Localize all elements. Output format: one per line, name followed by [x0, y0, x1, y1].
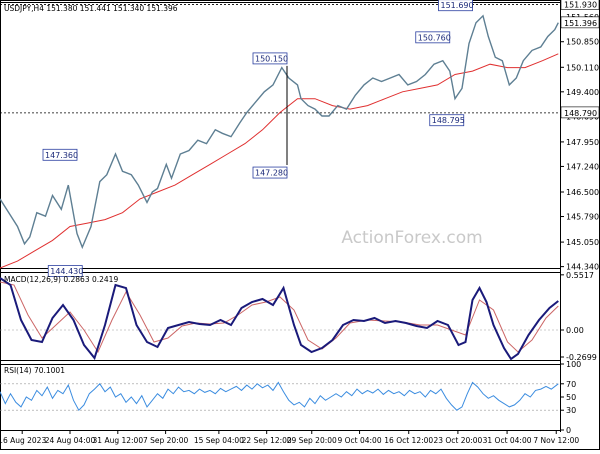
price-ytick-label-2: 150.110 [566, 63, 599, 72]
price-ytick-label-7: 146.500 [566, 188, 599, 197]
macd-ytick-label-2: -0.2699 [566, 353, 597, 362]
annotation-box-1 [252, 166, 288, 179]
annotation-box-0 [252, 52, 288, 65]
price-ytick-label-8: 145.790 [566, 213, 599, 222]
rsi-ytick-label-4: 0 [566, 426, 571, 435]
rsi-line [0, 381, 559, 412]
x-tick-label-4: 15 Sep 04:00 [194, 436, 244, 445]
macd-label: MACD(12,26,9) 0.2863 0.2419 [4, 275, 118, 284]
x-tick-label-1: 24 Aug 04:00 [45, 436, 96, 445]
hline-label-box-1 [560, 106, 600, 119]
price-ytick-label-6: 147.240 [566, 162, 599, 171]
rsi-ytick-label-2: 50 [566, 393, 576, 402]
annotation-box-4 [415, 31, 451, 44]
annotation-label-5: 151.690 [441, 1, 474, 10]
macd-line [0, 277, 559, 361]
annotation-box-5 [438, 0, 473, 12]
annotation-label-2: 147.360 [45, 151, 78, 160]
moving-average-line [0, 53, 559, 269]
x-tick-label-11: 7 Nov 12:00 [533, 436, 579, 445]
current-price-box [560, 16, 600, 29]
price-series-line [0, 14, 559, 250]
annotation-box-6 [429, 114, 465, 127]
annotation-box-2 [42, 148, 78, 161]
rsi-label: RSI(14) 70.1001 [4, 366, 65, 375]
x-tick-label-10: 31 Oct 04:00 [483, 436, 532, 445]
current-price-label: 151.396 [564, 19, 597, 28]
macd-signal-line [0, 281, 559, 354]
price-ytick-label-5: 147.950 [566, 138, 599, 147]
x-tick-label-9: 23 Oct 20:00 [433, 436, 482, 445]
x-tick-label-7: 9 Oct 04:00 [337, 436, 381, 445]
rsi-ytick-label-0: 100 [566, 360, 581, 369]
annotation-label-6: 148.795 [432, 116, 465, 125]
annotation-label-0: 150.150 [255, 54, 288, 63]
chart-header: USDJPY,H4 151.380 151.441 151.340 151.39… [4, 4, 178, 13]
macd-ytick-label-0: 0.5517 [566, 271, 594, 280]
x-tick-label-3: 7 Sep 20:00 [143, 436, 189, 445]
hline-label-1: 148.790 [564, 109, 597, 118]
x-tick-label-5: 22 Sep 12:00 [242, 436, 292, 445]
annotation-label-4: 150.760 [418, 33, 451, 42]
price-ytick-label-9: 145.050 [566, 238, 599, 247]
hline-label-box-0 [560, 0, 600, 10]
x-tick-label-6: 29 Sep 20:00 [287, 436, 337, 445]
hline-label-0: 151.930 [564, 0, 597, 9]
x-tick-label-0: 16 Aug 2023 [0, 436, 46, 445]
rsi-ytick-label-3: 30 [566, 406, 576, 415]
rsi-ytick-label-1: 70 [566, 380, 576, 389]
watermark: ActionForex.com [341, 228, 482, 248]
macd-ytick-label-1: 0.00 [566, 326, 584, 335]
x-tick-label-8: 16 Oct 12:00 [384, 436, 433, 445]
annotation-label-1: 147.280 [255, 169, 288, 178]
annotation-label-3: 144.430 [50, 267, 83, 276]
x-tick-label-2: 31 Aug 12:00 [93, 436, 144, 445]
price-ytick-label-10: 144.340 [566, 263, 599, 272]
annotation-box-3 [47, 265, 83, 277]
price-ytick-label-1: 150.850 [566, 38, 599, 47]
price-ytick-label-3: 149.400 [566, 88, 599, 97]
